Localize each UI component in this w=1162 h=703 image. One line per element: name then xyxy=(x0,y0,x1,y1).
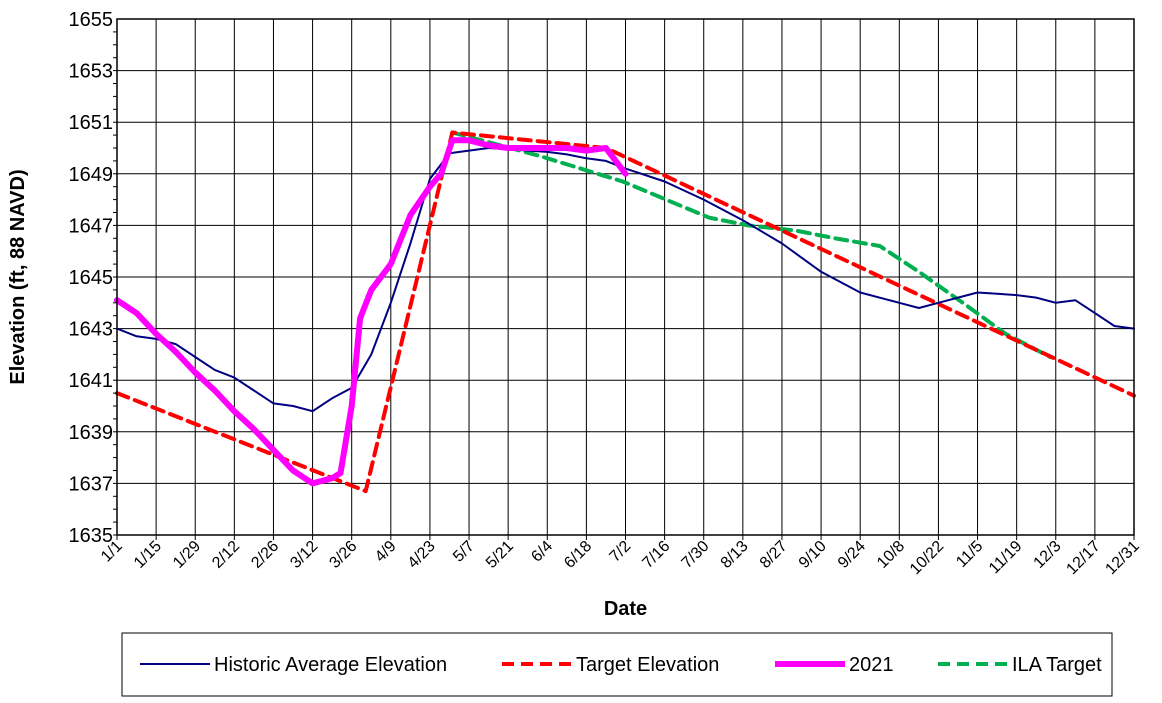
x-tick-label: 12/31 xyxy=(1102,538,1142,578)
series-line-historic-average-elevation xyxy=(116,147,1135,413)
x-tick-label: 2/12 xyxy=(209,538,243,572)
y-tick-label: 1635 xyxy=(69,525,114,547)
y-axis-ticks: 1635 1637 1639 1641 1643 1645 1647 1649 1651 1653… xyxy=(69,9,117,547)
legend-label: Target Elevation xyxy=(576,654,719,676)
x-tick-label: 1/29 xyxy=(170,538,204,572)
x-tick-label: 10/22 xyxy=(907,538,947,578)
x-tick-label: 12/3 xyxy=(1031,538,1065,572)
gridlines xyxy=(116,18,1135,536)
y-tick-label: 1641 xyxy=(69,370,114,392)
x-tick-label: 12/17 xyxy=(1063,538,1103,578)
y-tick-label: 1649 xyxy=(69,164,114,186)
x-axis-ticks: 1/1 1/15 1/29 2/12 2/26 3/12 3/26 4/9 4/23 5/7 5/2… xyxy=(98,535,1143,578)
x-tick-label: 3/26 xyxy=(326,538,360,572)
x-tick-label: 4/23 xyxy=(405,538,439,572)
x-tick-label: 7/16 xyxy=(639,538,673,572)
x-tick-label: 2/26 xyxy=(248,538,282,572)
x-tick-label: 10/8 xyxy=(874,538,908,572)
x-tick-label: 4/9 xyxy=(372,538,400,566)
x-tick-label: 3/12 xyxy=(287,538,321,572)
y-tick-label: 1643 xyxy=(69,319,114,341)
x-tick-label: 8/13 xyxy=(718,538,752,572)
x-tick-label: 6/4 xyxy=(528,538,556,566)
legend-label: ILA Target xyxy=(1012,654,1102,676)
x-axis-title: Date xyxy=(604,598,647,620)
y-tick-label: 1637 xyxy=(69,473,114,495)
legend-label: Historic Average Elevation xyxy=(214,654,447,676)
x-tick-label: 5/21 xyxy=(483,538,517,572)
x-tick-label: 9/10 xyxy=(796,538,830,572)
x-tick-label: 1/15 xyxy=(131,538,165,572)
legend-label: 2021 xyxy=(849,654,894,676)
y-tick-label: 1647 xyxy=(69,215,114,237)
series-lines xyxy=(114,130,1136,494)
x-tick-label: 9/24 xyxy=(835,538,869,572)
x-tick-label: 11/19 xyxy=(986,538,1026,578)
x-tick-label: 7/30 xyxy=(679,538,713,572)
x-tick-label: 6/18 xyxy=(561,538,595,572)
legend: Historic Average Elevation Target Elevati… xyxy=(121,632,1113,697)
series-line-2021 xyxy=(114,137,629,487)
x-tick-label: 11/5 xyxy=(953,538,986,571)
x-tick-label: 8/27 xyxy=(757,538,791,572)
y-tick-label: 1645 xyxy=(69,267,114,289)
y-tick-label: 1639 xyxy=(69,422,114,444)
x-tick-label: 5/7 xyxy=(450,538,478,566)
y-tick-label: 1655 xyxy=(69,9,114,31)
y-axis-title: Elevation (ft, 88 NAVD) xyxy=(7,169,29,384)
series-line-ila-target xyxy=(450,130,1053,359)
x-tick-label: 7/2 xyxy=(607,538,635,566)
y-tick-label: 1651 xyxy=(69,112,114,134)
y-tick-label: 1653 xyxy=(69,61,114,83)
